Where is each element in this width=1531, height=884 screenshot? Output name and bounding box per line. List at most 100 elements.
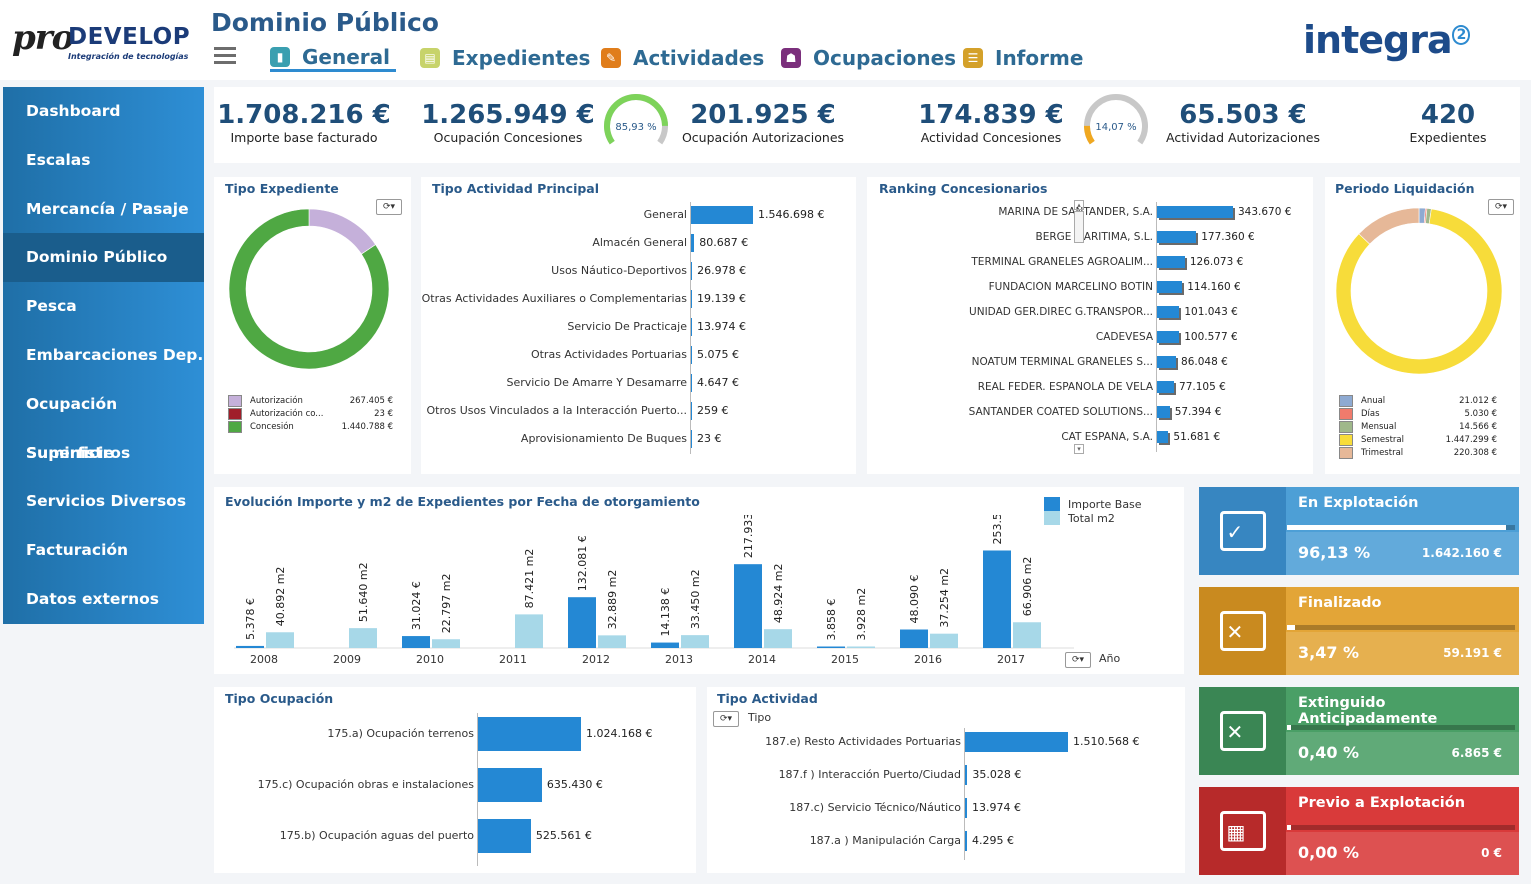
- sidebar-item-pesca[interactable]: Pesca: [26, 297, 77, 316]
- tipo-ocupacion-title: Tipo Ocupación: [225, 691, 334, 706]
- bar[interactable]: [965, 831, 967, 851]
- status-card-previo[interactable]: ▦ Previo a Explotación 0,00 % 0 €: [1199, 787, 1519, 875]
- bar[interactable]: [691, 346, 692, 364]
- bar-value-label: 100.577 €: [1184, 331, 1238, 343]
- bar[interactable]: [965, 732, 1068, 752]
- tab-general[interactable]: ▮ General: [270, 44, 396, 72]
- bar[interactable]: [681, 635, 709, 648]
- tab-ocupaciones[interactable]: ☗ Ocupaciones: [781, 44, 956, 72]
- tab-actividades[interactable]: ✎ Actividades: [601, 44, 764, 72]
- bar[interactable]: [691, 206, 753, 224]
- bar[interactable]: [1157, 356, 1177, 368]
- menu-icon[interactable]: [214, 47, 236, 65]
- bar[interactable]: [900, 629, 928, 648]
- chart-type-dropdown[interactable]: ⟳▾: [376, 199, 402, 215]
- bar[interactable]: [734, 564, 762, 648]
- bar[interactable]: [764, 629, 792, 648]
- sidebar-item-mercancia[interactable]: Mercancía / Pasaje: [26, 199, 189, 218]
- bar[interactable]: [402, 636, 430, 648]
- bar[interactable]: [1157, 206, 1233, 218]
- legend-value: 5.030 €: [1464, 408, 1497, 419]
- chart-type-dropdown[interactable]: ⟳▾: [1488, 199, 1514, 215]
- sidebar-item-dominio-publico[interactable]: Dominio Público: [3, 233, 204, 283]
- kpi-ocupacion-autorizaciones: 201.925 € Ocupación Autorizaciones: [681, 100, 845, 145]
- status-percentage: 96,13 %: [1298, 543, 1371, 562]
- bar-value-label: 26.978 €: [697, 264, 747, 277]
- tab-expedientes[interactable]: ▤ Expedientes: [420, 44, 590, 72]
- status-percentage: 3,47 %: [1298, 643, 1360, 662]
- bar[interactable]: [691, 234, 695, 252]
- legend-label: Concesión: [250, 421, 294, 432]
- bar[interactable]: [478, 819, 531, 853]
- bar[interactable]: [1157, 431, 1169, 443]
- status-amount: 0 €: [1481, 846, 1502, 860]
- sidebar-item-suministros[interactable]: Suministros: [26, 443, 131, 462]
- gauge-ocupacion: 85,93 %: [604, 94, 668, 145]
- status-amount: 1.642.160 €: [1421, 546, 1502, 560]
- bar[interactable]: [691, 318, 692, 336]
- bar[interactable]: [651, 642, 679, 648]
- evolucion-legend: Importe Base Total m2: [1044, 497, 1142, 525]
- chart-type-dropdown[interactable]: ⟳▾: [1065, 652, 1091, 668]
- status-card-en-explotacion[interactable]: ✓ En Explotación 96,13 % 1.642.160 €: [1199, 487, 1519, 575]
- bar-value-label: 177.360 €: [1201, 231, 1255, 243]
- bar[interactable]: [847, 646, 875, 648]
- donut-slice[interactable]: [1336, 208, 1502, 374]
- bar[interactable]: [568, 597, 596, 648]
- bar[interactable]: [432, 639, 460, 648]
- status-card-finalizado[interactable]: ✕ Finalizado 3,47 % 59.191 €: [1199, 587, 1519, 675]
- bar-category-label: Aprovisionamiento De Buques: [520, 432, 687, 445]
- bar[interactable]: [1157, 256, 1185, 268]
- bar-value-label: 32.889 m2: [606, 570, 619, 630]
- bar[interactable]: [965, 798, 967, 818]
- bar[interactable]: [1157, 406, 1170, 418]
- bar-category-label: 187.c) Servicio Técnico/Náutico: [789, 801, 961, 814]
- bar[interactable]: [1157, 281, 1183, 293]
- bar[interactable]: [1157, 381, 1175, 393]
- bar[interactable]: [691, 430, 692, 448]
- legend-swatch-importe: [1044, 497, 1060, 511]
- sidebar-item-embarcaciones[interactable]: Embarcaciones Dep.: [26, 345, 204, 364]
- bar[interactable]: [983, 550, 1011, 648]
- bar[interactable]: [930, 633, 958, 648]
- donut-slice[interactable]: [1358, 208, 1420, 245]
- donut-slice[interactable]: [308, 208, 377, 255]
- donut-slice[interactable]: [228, 208, 390, 370]
- sidebar-item-facturacion[interactable]: Facturación: [26, 541, 129, 560]
- bar-category-label: General: [643, 208, 687, 221]
- tipo-ocupacion-panel: [214, 687, 696, 873]
- bar[interactable]: [1157, 231, 1197, 243]
- bar[interactable]: [1157, 331, 1180, 343]
- bar[interactable]: [478, 768, 542, 802]
- bar[interactable]: [965, 765, 968, 785]
- bar[interactable]: [691, 402, 692, 420]
- sidebar-item-dashboard[interactable]: Dashboard: [26, 102, 121, 120]
- bar[interactable]: [598, 635, 626, 648]
- x-tick-label: 2009: [333, 653, 361, 666]
- bar[interactable]: [691, 374, 692, 392]
- bar[interactable]: [515, 614, 543, 648]
- bar[interactable]: [1013, 622, 1041, 648]
- chart-type-dropdown[interactable]: ⟳▾: [713, 711, 739, 727]
- bar[interactable]: [691, 290, 692, 308]
- folder-x-icon: ✕: [1199, 587, 1286, 675]
- bar[interactable]: [236, 645, 264, 648]
- bar[interactable]: [478, 717, 581, 751]
- bar-category-label: BERGE MARITIMA, S.L.: [1035, 231, 1154, 243]
- status-card-extinguido[interactable]: ✕ Extinguido Anticipadamente 0,40 % 6.865 €: [1199, 687, 1519, 775]
- bar[interactable]: [691, 262, 693, 280]
- sidebar-item-ocupacion-superficie[interactable]: Ocupación Superficie: [26, 394, 118, 462]
- sidebar-item-servicios-diversos[interactable]: Servicios Diversos: [26, 492, 187, 511]
- bar-value-label: 1.024.168 €: [586, 727, 653, 740]
- sidebar-item-datos-externos[interactable]: Datos externos: [26, 589, 159, 608]
- bar[interactable]: [817, 646, 845, 649]
- sidebar-item-escalas[interactable]: Escalas: [26, 150, 91, 169]
- ranking-scrollbar[interactable]: ▴ ▾: [1074, 200, 1084, 456]
- bar[interactable]: [1157, 306, 1180, 318]
- bar[interactable]: [349, 628, 377, 648]
- bar-value-label: 40.892 m2: [274, 567, 287, 627]
- tab-informe[interactable]: ☰ Informe: [963, 44, 1083, 72]
- legend-swatch: [1339, 407, 1353, 420]
- bar[interactable]: [266, 632, 294, 648]
- legend-item: Autorización co... 23 €: [228, 407, 393, 420]
